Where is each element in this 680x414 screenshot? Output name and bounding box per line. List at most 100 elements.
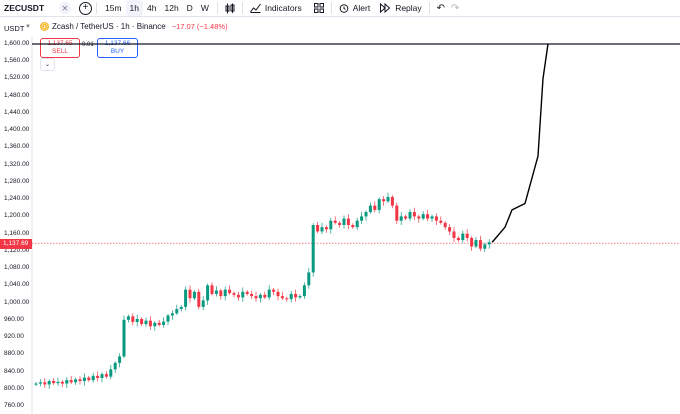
- candle-body: [280, 296, 284, 299]
- price-tick-label: 760.00: [4, 402, 24, 409]
- candle-body: [316, 225, 320, 232]
- interval-d[interactable]: D: [186, 3, 193, 13]
- candle-body: [197, 291, 201, 307]
- candle-body: [408, 212, 412, 219]
- candle-body: [338, 222, 342, 225]
- candle-body: [192, 291, 196, 299]
- candle-body: [421, 214, 425, 219]
- candle-body: [104, 374, 108, 377]
- candle-body: [148, 320, 152, 327]
- candle-body: [483, 244, 487, 249]
- interval-15m[interactable]: 15m: [105, 3, 122, 13]
- candle-body: [267, 289, 271, 298]
- chart-legend: ⓩ Zcash / TetherUS · 1h · Binance −17.07…: [40, 22, 228, 31]
- candle-body: [166, 315, 170, 322]
- candle-body: [302, 285, 306, 297]
- price-tick-label: 1,520.00: [4, 74, 30, 82]
- candle-body: [439, 220, 443, 223]
- interval-4h[interactable]: 4h: [147, 3, 157, 13]
- candle-body: [206, 285, 210, 301]
- candle-body: [368, 205, 372, 213]
- candle-body: [364, 212, 368, 217]
- candle-body: [417, 216, 421, 219]
- redo-icon[interactable]: ↷: [451, 2, 460, 14]
- candle-body: [38, 382, 42, 384]
- candle-body: [170, 313, 174, 316]
- candle-body: [91, 375, 95, 381]
- legend-change: −17.07 (−1.48%): [171, 22, 228, 31]
- candle-body: [311, 225, 315, 273]
- price-axis[interactable]: 1,600.00 1,560.00 1,520.00 1,480.00 1,440.00…: [0, 37, 32, 414]
- price-tick-label: 1,560.00: [4, 57, 30, 65]
- price-tick-label: 1,000.00: [4, 298, 30, 306]
- price-axis-currency[interactable]: USDT: [4, 24, 25, 33]
- candle-body: [236, 294, 240, 298]
- candle-body: [285, 298, 289, 300]
- candle-body: [294, 293, 298, 298]
- alarm-clock-icon: [339, 3, 349, 13]
- candle-body: [241, 291, 245, 298]
- indicators-button[interactable]: Indicators: [247, 0, 305, 16]
- replay-button[interactable]: Replay: [377, 0, 424, 16]
- candle-body: [443, 222, 447, 228]
- close-icon[interactable]: ✕: [59, 2, 71, 14]
- interval-w[interactable]: W: [200, 3, 209, 13]
- symbol-search[interactable]: ZECUSDT: [4, 3, 45, 13]
- candle-body: [87, 377, 91, 381]
- candle-body: [346, 218, 350, 225]
- price-tick-label: 1,320.00: [4, 160, 30, 168]
- candle-body: [118, 356, 122, 363]
- candle-body: [140, 318, 144, 325]
- candle-body: [373, 205, 377, 210]
- candle-body: [434, 216, 438, 221]
- candle-body: [82, 377, 86, 382]
- candle-body: [201, 300, 205, 307]
- sell-label: SELL: [52, 48, 68, 55]
- alert-button[interactable]: Alert: [336, 0, 373, 16]
- candle-body: [333, 220, 337, 223]
- price-tick-label: 960.00: [4, 315, 24, 323]
- price-tick-label: 1,120.00: [4, 246, 30, 254]
- candle-body: [382, 199, 386, 202]
- price-tick-label: 840.00: [4, 367, 24, 375]
- candle-body: [360, 216, 364, 221]
- candle-body: [65, 380, 69, 384]
- candle-body: [78, 379, 82, 382]
- candle-body: [179, 306, 183, 310]
- collapse-legend-chevron-icon[interactable]: ⌄: [40, 58, 55, 71]
- candle-body: [100, 374, 104, 378]
- toolbar-divider: [241, 2, 243, 14]
- candle-body: [263, 294, 267, 298]
- candle-body: [188, 289, 192, 299]
- candle-body: [448, 227, 452, 232]
- chart-type-candles-icon[interactable]: [222, 0, 238, 16]
- candle-body: [47, 381, 51, 385]
- chevron-down-icon[interactable]: ▼: [25, 24, 31, 30]
- candle-body: [210, 285, 214, 294]
- candle-body: [214, 290, 218, 294]
- candle-body: [52, 381, 56, 384]
- interval-12h[interactable]: 12h: [164, 3, 179, 13]
- candle-body: [126, 316, 130, 320]
- candle-body: [245, 291, 249, 294]
- candle-body: [153, 322, 157, 327]
- compare-add-icon[interactable]: +: [79, 1, 92, 15]
- candle-body: [404, 216, 408, 219]
- zcash-coin-icon: ⓩ: [40, 22, 49, 31]
- interval-1h[interactable]: 1h: [125, 0, 144, 16]
- candle-body: [412, 212, 416, 217]
- undo-icon[interactable]: ↶: [436, 2, 446, 14]
- candle-body: [355, 220, 359, 228]
- current-price-label: 1,137.69: [0, 239, 32, 249]
- indicators-icon: [249, 3, 261, 13]
- layouts-grid-icon[interactable]: [311, 0, 327, 16]
- candle-body: [60, 381, 64, 384]
- candle-body: [232, 293, 236, 295]
- candle-body: [219, 290, 223, 297]
- price-tick-label: 1,440.00: [4, 108, 30, 116]
- legend-title: Zcash / TetherUS · 1h · Binance: [52, 22, 166, 31]
- indicators-label: Indicators: [264, 3, 302, 13]
- candle-body: [465, 233, 469, 238]
- candle-body: [122, 319, 126, 357]
